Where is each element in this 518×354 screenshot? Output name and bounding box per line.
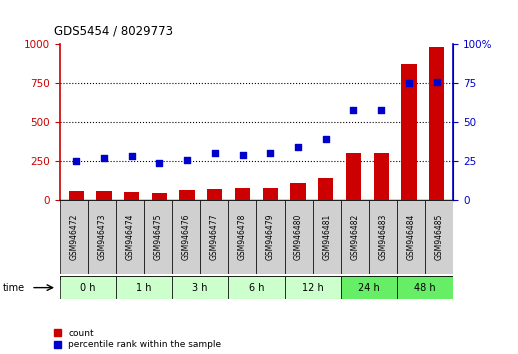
Point — [433, 79, 441, 85]
Point — [405, 80, 413, 86]
Text: 6 h: 6 h — [249, 282, 264, 293]
Point — [211, 150, 219, 156]
Text: GSM946485: GSM946485 — [435, 214, 444, 261]
Bar — [172, 200, 200, 274]
Bar — [429, 47, 444, 200]
Bar — [263, 188, 278, 200]
Bar — [60, 200, 88, 274]
Bar — [341, 200, 369, 274]
Bar — [341, 276, 397, 299]
Bar — [228, 276, 284, 299]
Text: GSM946474: GSM946474 — [125, 214, 134, 261]
Text: GSM946473: GSM946473 — [97, 214, 106, 261]
Bar — [144, 200, 172, 274]
Bar — [96, 192, 111, 200]
Bar — [373, 153, 389, 200]
Bar — [124, 192, 139, 200]
Bar — [425, 200, 453, 274]
Bar — [152, 193, 167, 200]
Text: 48 h: 48 h — [414, 282, 436, 293]
Bar — [284, 276, 341, 299]
Text: GSM946478: GSM946478 — [238, 214, 247, 261]
Point — [266, 150, 275, 156]
Text: GSM946477: GSM946477 — [210, 214, 219, 261]
Point — [377, 107, 385, 113]
Bar — [313, 200, 341, 274]
Bar — [397, 276, 453, 299]
Legend: count, percentile rank within the sample: count, percentile rank within the sample — [54, 329, 221, 349]
Bar — [172, 276, 228, 299]
Bar — [346, 153, 361, 200]
Bar — [207, 189, 222, 200]
Bar — [318, 178, 334, 200]
Text: GSM946479: GSM946479 — [266, 214, 275, 261]
Bar — [397, 200, 425, 274]
Point — [294, 144, 302, 150]
Text: GSM946483: GSM946483 — [379, 214, 387, 261]
Bar — [179, 190, 195, 200]
Text: GSM946476: GSM946476 — [182, 214, 191, 261]
Bar — [284, 200, 313, 274]
Point — [238, 152, 247, 158]
Text: 3 h: 3 h — [192, 282, 208, 293]
Bar — [256, 200, 284, 274]
Point — [100, 155, 108, 161]
Bar — [401, 64, 416, 200]
Bar — [68, 192, 84, 200]
Text: GSM946484: GSM946484 — [407, 214, 415, 261]
Text: GSM946480: GSM946480 — [294, 214, 303, 261]
Point — [155, 160, 164, 165]
Bar — [60, 276, 116, 299]
Bar — [235, 188, 250, 200]
Bar — [200, 200, 228, 274]
Point — [183, 157, 191, 162]
Text: GSM946472: GSM946472 — [69, 214, 78, 261]
Bar — [116, 276, 172, 299]
Bar — [228, 200, 256, 274]
Point — [72, 158, 80, 164]
Text: 12 h: 12 h — [302, 282, 324, 293]
Text: GSM946481: GSM946481 — [322, 214, 331, 260]
Text: GSM946475: GSM946475 — [153, 214, 163, 261]
Point — [349, 107, 357, 113]
Text: GSM946482: GSM946482 — [350, 214, 359, 260]
Text: 0 h: 0 h — [80, 282, 95, 293]
Text: 24 h: 24 h — [358, 282, 380, 293]
Text: time: time — [3, 282, 25, 293]
Bar — [88, 200, 116, 274]
Text: GDS5454 / 8029773: GDS5454 / 8029773 — [54, 24, 174, 37]
Point — [127, 154, 136, 159]
Point — [322, 136, 330, 142]
Text: 1 h: 1 h — [136, 282, 152, 293]
Bar — [291, 183, 306, 200]
Bar — [369, 200, 397, 274]
Bar — [116, 200, 144, 274]
